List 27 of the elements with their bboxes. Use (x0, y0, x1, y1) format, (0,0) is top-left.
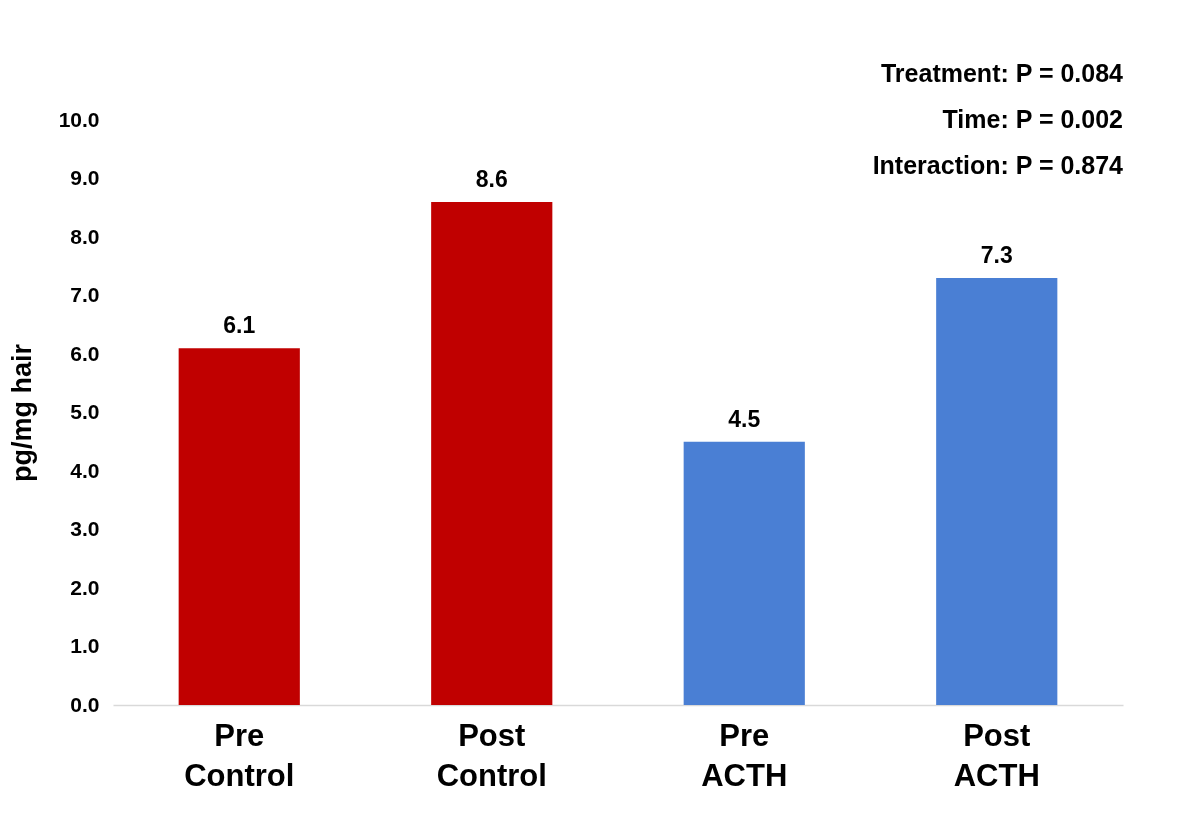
bar (683, 441, 805, 705)
data-label: 7.3 (980, 241, 1013, 268)
y-tick-label: 10.0 (58, 107, 100, 131)
x-tick-label: Pre ACTH (701, 717, 788, 793)
bar (178, 348, 300, 705)
annotation: Time: P = 0.002 (942, 105, 1123, 133)
y-tick-label: 1.0 (70, 634, 100, 657)
y-tick-label: 2.0 (70, 575, 100, 599)
y-tick-label: 9.0 (70, 166, 100, 189)
annotation: Interaction: P = 0.874 (872, 151, 1124, 179)
bar (431, 201, 553, 705)
bar (936, 277, 1058, 705)
y-axis-title: pg/mg hair (6, 343, 37, 483)
text: Treatment: P = 0.084 (880, 59, 1124, 87)
y-tick-label: 3.0 (70, 517, 100, 540)
x-tick-label: Post Control (436, 717, 547, 793)
data-label: 8.6 (475, 165, 508, 192)
y-tick-label: 8.0 (70, 224, 100, 248)
y-tick-label: 7.0 (70, 283, 100, 306)
data-label: 4.5 (728, 405, 761, 432)
data-label: 6.1 (223, 312, 256, 339)
y-tick-label: 6.0 (70, 341, 100, 365)
y-tick-label: 5.0 (70, 400, 100, 423)
x-tick-label: Post ACTH (953, 717, 1040, 793)
y-tick-label: 4.0 (70, 458, 100, 482)
y-tick-label: 0.0 (70, 692, 100, 716)
x-tick-label: Pre Control (184, 717, 295, 793)
